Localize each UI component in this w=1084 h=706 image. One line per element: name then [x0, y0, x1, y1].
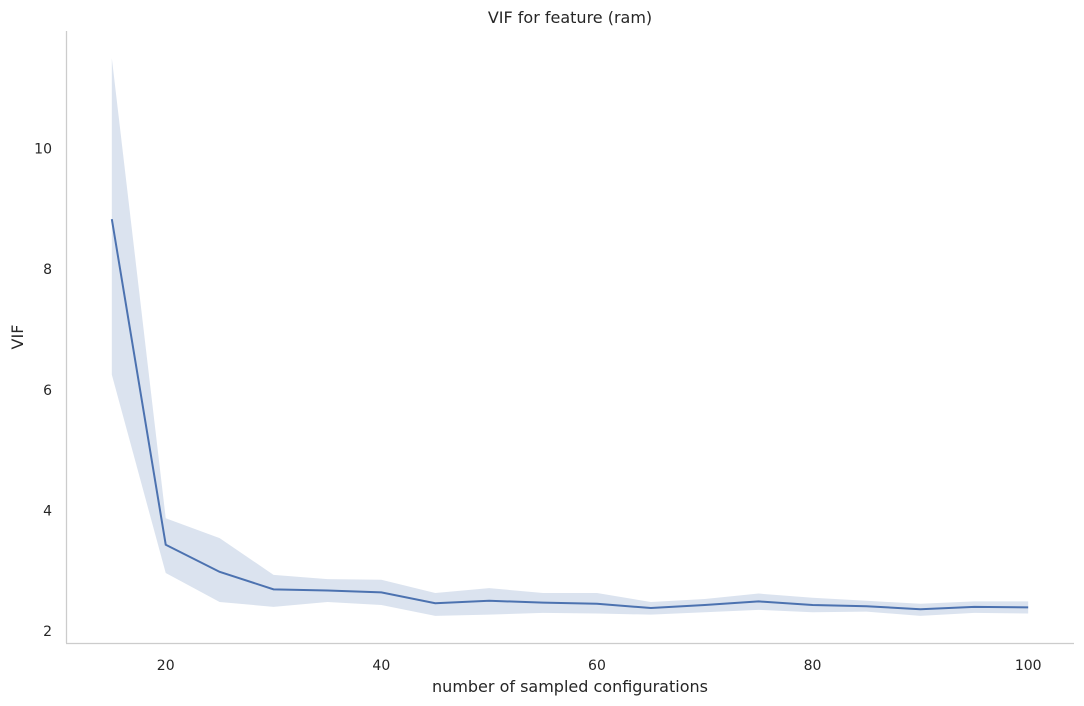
x-axis-label: number of sampled configurations [432, 677, 708, 696]
y-tick-label: 10 [34, 142, 52, 158]
x-tick-label: 100 [1015, 658, 1042, 674]
x-tick-label: 80 [804, 658, 822, 674]
x-tick-labels: 20 40 60 80 100 [157, 658, 1042, 674]
y-tick-label: 2 [43, 624, 52, 640]
y-tick-label: 6 [43, 383, 52, 399]
y-tick-label: 4 [43, 503, 52, 519]
series-line [110, 218, 1029, 611]
confidence-band [111, 58, 1029, 616]
x-tick-label: 60 [588, 658, 606, 674]
plot-area [110, 58, 1029, 616]
y-axis-label: VIF [8, 325, 27, 350]
y-tick-label: 8 [43, 262, 52, 278]
x-tick-label: 20 [157, 658, 175, 674]
y-tick-labels: 2 4 6 8 10 [34, 142, 52, 640]
chart-title: VIF for feature (ram) [488, 8, 652, 27]
x-tick-label: 40 [372, 658, 390, 674]
